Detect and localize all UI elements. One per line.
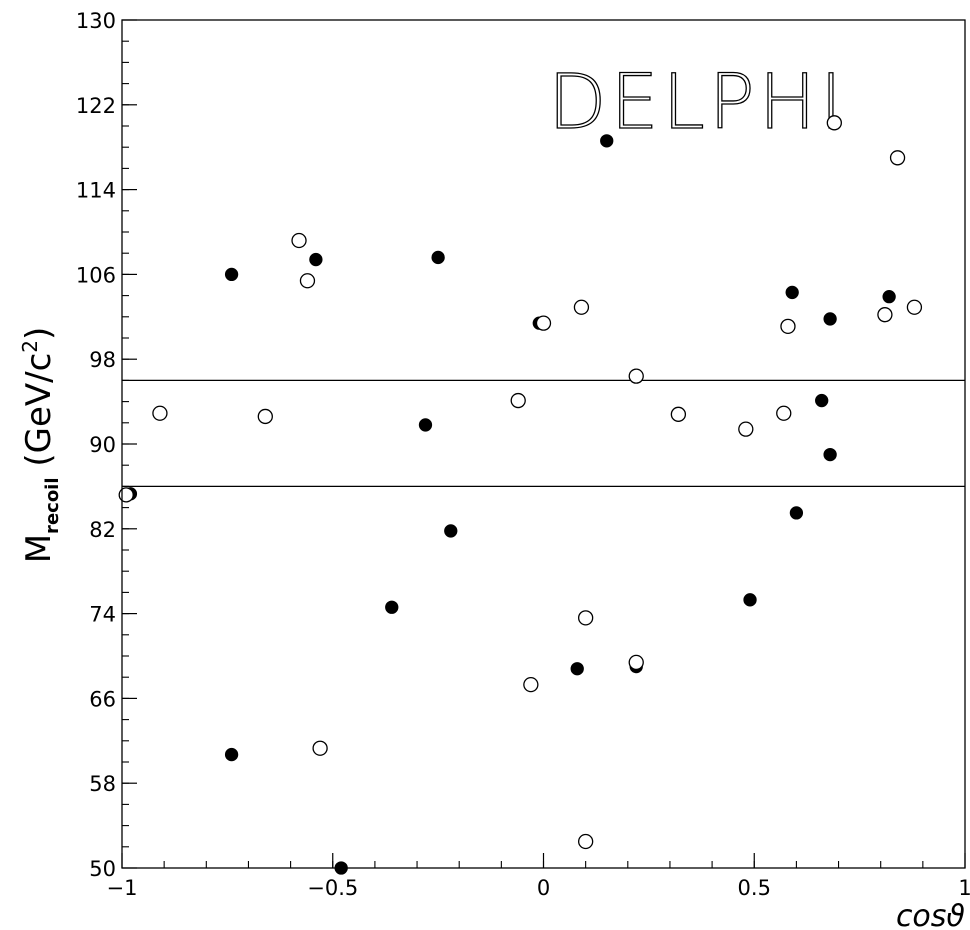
filled-data-point [224, 747, 239, 762]
open-data-point [578, 833, 594, 850]
y-tick-label: 90 [89, 433, 116, 457]
filled-data-point [224, 267, 239, 282]
minor-ticks [122, 40, 924, 868]
filled-data-point [743, 593, 757, 607]
y-tick-label: 114 [76, 179, 116, 203]
reference-lines [122, 379, 965, 487]
open-data-point [578, 610, 594, 626]
open-data-point [523, 676, 539, 693]
open-data-point [510, 392, 526, 409]
filled-data-point [418, 418, 433, 432]
filled-data-point [882, 290, 896, 304]
y-tick-label: 66 [89, 687, 116, 711]
data-points [118, 115, 923, 875]
open-data-point [826, 115, 842, 131]
x-axis-title: cosϑ [896, 899, 965, 930]
filled-data-point [815, 393, 829, 408]
y-axis-title-main: M [19, 534, 59, 563]
x-tick-label: 0.5 [738, 876, 771, 900]
y-tick-label: 122 [76, 94, 116, 118]
open-data-point [780, 318, 796, 334]
open-data-point [291, 232, 307, 249]
open-data-point [628, 368, 644, 384]
y-axis-title-unit-sup: 2 [18, 340, 42, 353]
open-data-point [628, 654, 644, 671]
filled-data-point [823, 447, 837, 462]
y-axis-title-subscript: recoil [42, 477, 63, 533]
delphi-watermark: DELPHI [548, 57, 846, 146]
y-tick-label: 82 [89, 518, 116, 542]
filled-data-point [823, 312, 837, 326]
x-tick-label: −0.5 [307, 876, 358, 900]
open-data-point [257, 408, 273, 425]
open-data-point [299, 273, 316, 289]
open-data-point [889, 150, 906, 166]
y-tick-label: 74 [89, 603, 116, 627]
open-data-point [118, 487, 134, 503]
x-tick-label: 1 [958, 876, 970, 900]
filled-data-point [600, 134, 614, 148]
filled-data-point [431, 250, 445, 265]
y-axis-title-unit-close: ) [19, 327, 59, 340]
open-data-point [573, 299, 590, 315]
filled-data-point [789, 506, 804, 520]
open-data-point [776, 405, 792, 421]
y-axis-title-unit: (GeV/c [19, 353, 59, 478]
filled-data-point [444, 524, 458, 538]
y-axis-title: Mrecoil (GeV/c2) [18, 327, 63, 564]
x-tick-label: −1 [107, 876, 138, 900]
y-tick-label: 106 [76, 263, 116, 287]
open-data-point [877, 307, 893, 323]
open-data-point [906, 299, 923, 315]
open-data-point [312, 740, 328, 756]
y-tick-label: 58 [89, 772, 116, 796]
x-tick-label: 0 [537, 876, 550, 900]
y-tick-label: 98 [89, 348, 116, 372]
open-data-point [152, 405, 168, 421]
y-tick-labels: 50 58 66 74 82 90 98 106 114 122 130 [76, 9, 116, 881]
filled-data-point [785, 285, 799, 300]
open-data-point [738, 421, 754, 437]
filled-data-point [570, 662, 584, 676]
open-data-point [535, 315, 552, 331]
x-tick-labels: −1 −0.5 0 0.5 1 [107, 876, 970, 900]
y-tick-label: 50 [89, 857, 116, 881]
plot-frame [121, 19, 966, 869]
filled-data-point [309, 252, 323, 267]
open-data-point [670, 406, 687, 422]
filled-data-point [385, 600, 399, 614]
y-tick-label: 130 [76, 9, 116, 33]
